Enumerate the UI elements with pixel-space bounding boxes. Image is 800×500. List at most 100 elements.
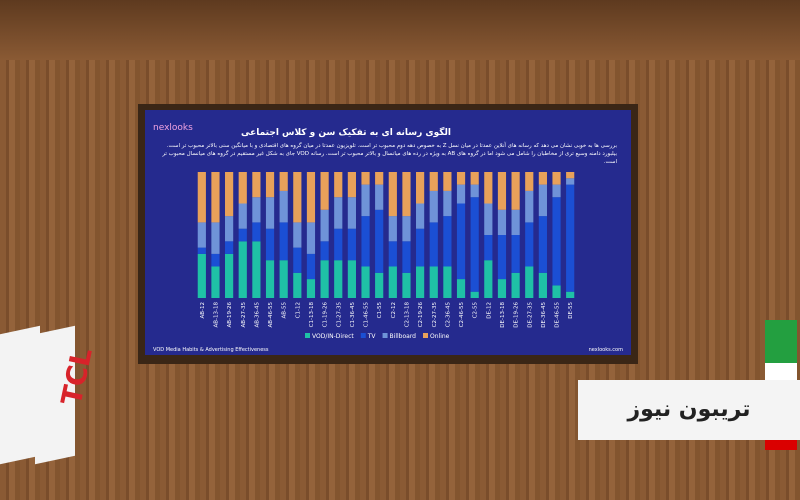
x-tick-label: C2-55 bbox=[473, 302, 479, 319]
x-tick-label: C2-27-35 bbox=[432, 302, 438, 328]
bar-segment bbox=[238, 203, 247, 229]
x-tick-label: DE-55 bbox=[568, 302, 574, 319]
bar-segment bbox=[238, 228, 247, 242]
bar-segment bbox=[334, 260, 343, 298]
x-tick-label: C2-13-18 bbox=[404, 302, 410, 328]
bar-segment bbox=[197, 222, 206, 248]
bar-segment bbox=[197, 172, 206, 223]
bar-segment bbox=[361, 266, 370, 298]
legend-label: VOD/IN-Direct bbox=[312, 333, 354, 340]
bar-segment bbox=[402, 216, 411, 242]
bar-segment bbox=[456, 203, 466, 280]
bar-segment bbox=[293, 222, 302, 248]
legend-label: Online bbox=[430, 333, 450, 340]
bar-segment bbox=[429, 266, 438, 298]
bar-segment bbox=[211, 266, 220, 298]
legend-label: TV bbox=[367, 333, 377, 340]
bar-segment bbox=[238, 241, 247, 298]
x-tick-label: DE-13-18 bbox=[500, 302, 506, 328]
x-tick-label: AB-46-55 bbox=[268, 302, 274, 328]
bar-segment bbox=[511, 209, 520, 235]
bar-segment bbox=[470, 291, 479, 298]
bar-segment bbox=[456, 279, 466, 298]
bar-segment bbox=[265, 260, 275, 298]
bar-segment bbox=[306, 172, 316, 223]
x-tick-label: C2-36-45 bbox=[445, 302, 451, 328]
bar-segment bbox=[347, 172, 356, 198]
x-tick-label: DE-27-35 bbox=[527, 302, 533, 328]
x-tick-label: AB-55 bbox=[282, 302, 288, 319]
x-tick-label: C2-46-55 bbox=[459, 302, 465, 328]
x-tick-label: C2-19-26 bbox=[418, 302, 424, 328]
x-tick-label: AB-27-35 bbox=[241, 302, 247, 328]
bar-segment bbox=[552, 184, 561, 198]
legend-label: Billboard bbox=[390, 333, 417, 340]
bar-segment bbox=[293, 272, 302, 298]
bar-segment bbox=[470, 184, 479, 198]
bar-segment bbox=[265, 172, 275, 198]
screen: nexlooks الگوی رسانه ای به تفکیک سن و کل… bbox=[145, 110, 631, 355]
x-tick-label: C1-55 bbox=[377, 302, 383, 319]
bar-segment bbox=[416, 203, 425, 229]
bar-segment bbox=[429, 222, 438, 267]
bar-segment bbox=[306, 222, 316, 254]
bar-segment bbox=[416, 266, 425, 298]
bar-segment bbox=[347, 228, 356, 261]
bar-segment bbox=[538, 172, 547, 185]
bar-segment bbox=[525, 172, 534, 191]
bar-segment bbox=[511, 172, 520, 210]
bar-segment bbox=[375, 172, 384, 185]
bar-segment bbox=[361, 184, 370, 217]
bar-segment bbox=[197, 247, 206, 254]
footer-text: nexlooks.com bbox=[588, 347, 623, 353]
bar-segment bbox=[361, 216, 370, 267]
x-tick-label: DE-46-55 bbox=[555, 302, 561, 328]
legend-swatch bbox=[423, 333, 428, 338]
bar-segment bbox=[252, 222, 261, 242]
x-tick-label: DE-12 bbox=[486, 302, 492, 319]
bar-segment bbox=[552, 197, 561, 286]
bar-segment bbox=[375, 184, 384, 210]
logo: nexlooks bbox=[153, 123, 193, 133]
bar-segment bbox=[279, 260, 288, 298]
bar-segment bbox=[456, 172, 466, 185]
watermark: تریبون نیوز bbox=[578, 380, 800, 440]
legend-swatch bbox=[305, 333, 310, 338]
flag bbox=[0, 325, 40, 465]
bar-segment bbox=[538, 184, 547, 217]
footer-text: VOD Media Habits & Advertising Effective… bbox=[153, 347, 269, 353]
bar-segment bbox=[416, 172, 425, 204]
bar-segment bbox=[238, 172, 247, 204]
bar-segment bbox=[225, 216, 234, 242]
bar-segment bbox=[334, 172, 343, 198]
x-tick-label: AB-13-18 bbox=[213, 302, 219, 328]
bar-segment bbox=[402, 172, 411, 217]
x-tick-label: AB-12 bbox=[200, 302, 206, 319]
bar-segment bbox=[470, 172, 479, 185]
bar-segment bbox=[484, 235, 493, 261]
bar-segment bbox=[566, 184, 575, 292]
bar-segment bbox=[484, 260, 493, 298]
bar-segment bbox=[252, 241, 261, 298]
bar-segment bbox=[470, 197, 479, 292]
legend-swatch bbox=[382, 333, 388, 338]
bar-segment bbox=[320, 260, 329, 298]
bar-segment bbox=[443, 190, 452, 217]
bar-segment bbox=[388, 266, 397, 298]
x-tick-label: C1-36-45 bbox=[350, 302, 356, 328]
bar-segment bbox=[443, 216, 452, 267]
bar-segment bbox=[402, 241, 411, 273]
bar-segment bbox=[306, 279, 316, 298]
x-tick-label: C2-12 bbox=[391, 302, 397, 318]
bar-segment bbox=[388, 241, 397, 267]
bar-segment bbox=[443, 172, 452, 191]
bar-segment bbox=[456, 184, 466, 204]
bar-segment bbox=[525, 266, 534, 298]
x-tick-label: DE-19-26 bbox=[514, 302, 520, 328]
bar-segment bbox=[279, 190, 288, 223]
bar-segment bbox=[252, 172, 261, 198]
bar-segment bbox=[566, 178, 575, 185]
bar-segment bbox=[320, 241, 329, 261]
bar-segment bbox=[511, 235, 520, 273]
